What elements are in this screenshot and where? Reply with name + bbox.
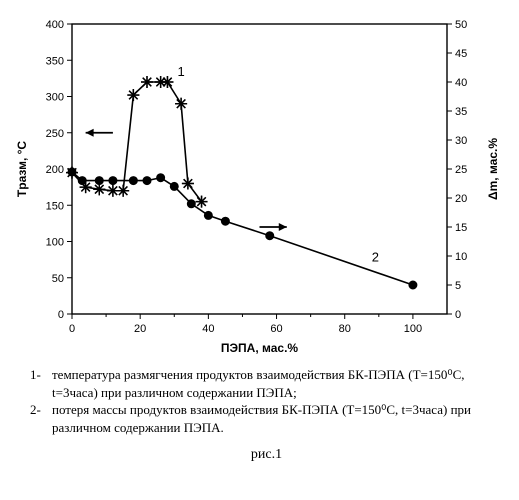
svg-text:25: 25 bbox=[455, 164, 467, 176]
svg-text:0: 0 bbox=[58, 309, 64, 321]
svg-text:0: 0 bbox=[455, 309, 461, 321]
svg-text:20: 20 bbox=[455, 193, 467, 205]
svg-text:Δm, мас.%: Δm, мас.% bbox=[486, 138, 500, 200]
svg-text:10: 10 bbox=[455, 251, 467, 263]
caption-row-1: 1- температура размягчения продуктов вза… bbox=[30, 366, 503, 401]
caption-num-1: 1- bbox=[30, 366, 52, 401]
caption-block: 1- температура размягчения продуктов вза… bbox=[10, 360, 509, 465]
svg-text:30: 30 bbox=[455, 135, 467, 147]
svg-text:100: 100 bbox=[404, 323, 422, 335]
svg-text:100: 100 bbox=[46, 237, 64, 249]
chart-area: 020406080100ПЭПА, мас.%05010015020025030… bbox=[10, 10, 509, 360]
chart-svg: 020406080100ПЭПА, мас.%05010015020025030… bbox=[10, 10, 509, 360]
svg-text:5: 5 bbox=[455, 280, 461, 292]
svg-text:1: 1 bbox=[177, 64, 184, 79]
svg-text:40: 40 bbox=[202, 323, 214, 335]
svg-text:350: 350 bbox=[46, 55, 64, 67]
svg-text:35: 35 bbox=[455, 106, 467, 118]
caption-row-2: 2- потеря массы продуктов взаимодействия… bbox=[30, 401, 503, 436]
svg-text:45: 45 bbox=[455, 48, 467, 60]
figure-label: рис.1 bbox=[30, 446, 503, 465]
svg-text:Tразм, °C: Tразм, °C bbox=[15, 141, 29, 197]
svg-text:20: 20 bbox=[134, 323, 146, 335]
svg-text:2: 2 bbox=[372, 250, 379, 265]
svg-text:ПЭПА, мас.%: ПЭПА, мас.% bbox=[221, 341, 299, 355]
svg-text:15: 15 bbox=[455, 222, 467, 234]
svg-text:200: 200 bbox=[46, 164, 64, 176]
svg-text:150: 150 bbox=[46, 200, 64, 212]
svg-text:40: 40 bbox=[455, 77, 467, 89]
caption-text-1: температура размягчения продуктов взаимо… bbox=[52, 366, 503, 401]
svg-text:80: 80 bbox=[339, 323, 351, 335]
caption-text-2: потеря массы продуктов взаимодействия БК… bbox=[52, 401, 503, 436]
svg-text:50: 50 bbox=[455, 19, 467, 31]
svg-text:50: 50 bbox=[52, 273, 64, 285]
svg-text:300: 300 bbox=[46, 92, 64, 104]
svg-text:0: 0 bbox=[69, 323, 75, 335]
svg-text:400: 400 bbox=[46, 19, 64, 31]
svg-text:250: 250 bbox=[46, 128, 64, 140]
svg-text:60: 60 bbox=[270, 323, 282, 335]
caption-num-2: 2- bbox=[30, 401, 52, 436]
